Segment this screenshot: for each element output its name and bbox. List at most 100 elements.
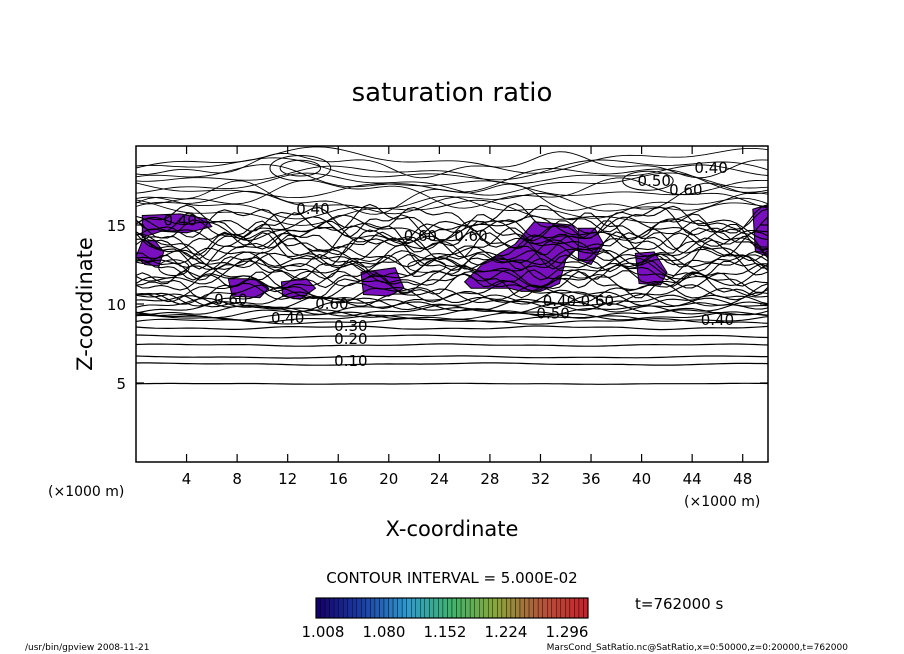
colorbar-cell: [515, 597, 521, 619]
colorbar-cell: [547, 597, 552, 619]
x-tick-label: 36: [581, 470, 600, 488]
contour-line: [135, 219, 769, 256]
colorbar-cell: [492, 597, 498, 619]
colorbar-tick-label: 1.080: [363, 623, 406, 641]
contour-label: 0.60: [404, 227, 437, 245]
contour-label: 0.40: [701, 311, 734, 329]
x-unit-right: (×1000 m): [684, 494, 760, 510]
contour-line: [135, 291, 769, 309]
contour-line: [135, 179, 769, 199]
contour-line: [135, 204, 769, 233]
contour-line: [135, 382, 769, 385]
x-tick-label: 28: [480, 470, 499, 488]
x-tick-label: 24: [430, 470, 449, 488]
contour-line: [135, 214, 769, 242]
colorbar-cell: [320, 597, 326, 619]
contour-line: [135, 231, 769, 251]
contour-line: [135, 325, 769, 331]
contour-label: 0.20: [334, 330, 367, 348]
colorbar-cell: [338, 597, 344, 619]
colorbar-cell: [528, 597, 534, 619]
colorbar-cell: [501, 597, 507, 619]
colorbar-cell: [583, 597, 589, 619]
contour-line: [135, 307, 769, 319]
y-tick-label: 5: [116, 375, 126, 393]
contour-labels: 0.400.500.600.400.400.60 0.600.60 0.600.40…: [164, 159, 735, 370]
contour-line: [135, 362, 769, 366]
contour-line: [135, 269, 769, 289]
colorbar-cell: [370, 597, 376, 619]
colorbar-cell: [315, 597, 321, 619]
colorbar-cell: [442, 597, 448, 619]
x-tick-label: 12: [278, 470, 297, 488]
contour-line: [135, 212, 769, 239]
footer-left: /usr/bin/gpview 2008-11-21: [25, 643, 149, 653]
supersaturated-region-5: [463, 221, 586, 292]
contour-label: 0.60: [669, 181, 702, 199]
colorbar-cell: [565, 597, 571, 619]
colorbar-cell: [460, 597, 466, 619]
contour-label: 0.10: [334, 352, 367, 370]
contour-line: [135, 311, 769, 321]
footer-right: MarsCond_SatRatio.nc@SatRatio,x=0:50000,…: [547, 643, 849, 653]
contour-label: 0.60: [454, 227, 487, 245]
x-axis-ticks: 4 8 12 16 20 24 28 32 36 40 44 48: [182, 146, 752, 488]
contour-line: [135, 297, 769, 313]
colorbar-cell: [347, 597, 353, 619]
contour-label: 0.30: [334, 317, 367, 335]
colorbar-cell: [411, 597, 416, 619]
colorbar-cell: [352, 597, 357, 619]
x-axis-label: X-coordinate: [386, 517, 519, 541]
contour-line: [135, 231, 769, 270]
colorbar-cell: [379, 597, 385, 619]
contour-line: [135, 257, 769, 289]
colorbar-cell: [506, 597, 512, 619]
contour-line: [135, 195, 769, 220]
contour-loop: [407, 259, 447, 273]
contour-line: [135, 271, 769, 299]
colorbar-cell: [542, 597, 548, 619]
contour-line: [135, 164, 769, 185]
colorbar-cell: [479, 597, 484, 619]
contour-loop: [622, 170, 674, 191]
colorbar-tick-labels: 1.008 1.080 1.152 1.224 1.296: [302, 623, 589, 641]
chart-title: saturation ratio: [352, 78, 553, 108]
colorbar-cell: [456, 597, 462, 619]
plot-area: 0.400.500.600.400.400.60 0.600.60 0.600.40…: [135, 145, 769, 463]
colorbar-cell: [465, 597, 471, 619]
contour-label: 0.60: [581, 292, 614, 310]
contour-label: 0.40: [296, 200, 329, 218]
contour-line: [135, 301, 769, 315]
colorbar-cell: [488, 597, 493, 619]
contour-line: [135, 257, 769, 281]
colorbar-cell: [406, 597, 412, 619]
colorbar-cell: [524, 597, 530, 619]
contour-loop: [279, 159, 322, 177]
colorbar-cell: [469, 597, 475, 619]
contour-line: [135, 287, 769, 307]
time-label: t=762000 s: [635, 595, 723, 613]
contour-line: [135, 355, 768, 359]
colorbar-cell: [483, 597, 489, 619]
colorbar-cell: [333, 597, 339, 619]
colorbar-cell: [388, 597, 394, 619]
contour-interval: CONTOUR INTERVAL = 5.000E-02: [326, 569, 577, 587]
colorbar-cell: [474, 597, 480, 619]
y-tick-label: 15: [107, 217, 126, 235]
colorbar-cell: [556, 597, 561, 619]
colorbar-cell: [537, 597, 543, 619]
contour-line: [135, 294, 769, 311]
y-axis-label: Z-coordinate: [73, 237, 97, 371]
colorbar-cell: [433, 597, 439, 619]
contour-line: [135, 151, 769, 179]
colorbar-cell: [365, 597, 371, 619]
colorbar-cell: [447, 597, 453, 619]
contour-label: 0.50: [536, 304, 569, 322]
colorbar-tick-label: 1.152: [424, 623, 467, 641]
y-axis-ticks: 5 10 15: [107, 217, 768, 393]
x-unit-left: (×1000 m): [48, 484, 124, 500]
colorbar-cell: [420, 597, 425, 619]
colorbar-tick-label: 1.008: [302, 623, 345, 641]
colorbar-cell: [397, 597, 403, 619]
